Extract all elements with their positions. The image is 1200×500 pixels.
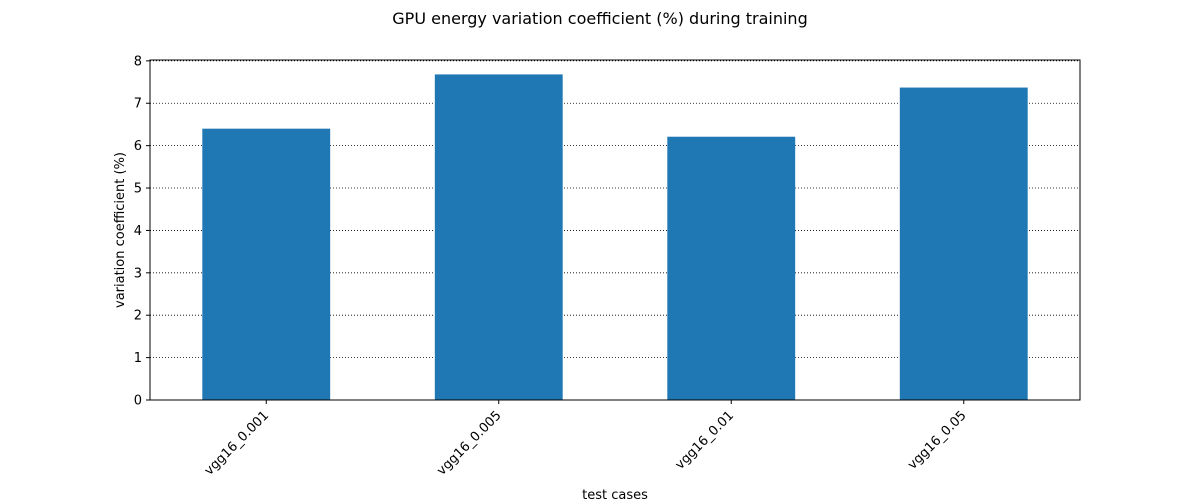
y-tick-label: 0 xyxy=(134,394,142,409)
bar-vgg16_0.01 xyxy=(667,136,796,401)
y-tick-label: 3 xyxy=(134,266,142,281)
plot-frame xyxy=(149,59,1081,401)
y-axis-ticks: 0 1 2 3 4 5 6 7 8 xyxy=(134,54,150,409)
x-tick-label: vgg16_0.001 xyxy=(202,408,272,478)
y-tick-label: 1 xyxy=(134,351,142,366)
x-tick-label: vgg16_0.05 xyxy=(905,408,969,472)
y-tick-label: 8 xyxy=(134,54,142,69)
y-tick-label: 4 xyxy=(134,224,142,239)
x-axis-ticks: vgg16_0.001 vgg16_0.005 vgg16_0.01 vgg16_0.… xyxy=(202,400,970,479)
x-tick-label: vgg16_0.005 xyxy=(434,408,504,478)
y-tick-label: 5 xyxy=(134,182,142,197)
x-axis-label: test cases xyxy=(582,488,648,500)
y-tick-label: 2 xyxy=(134,309,142,324)
y-tick-label: 6 xyxy=(134,139,142,154)
y-axis-label: variation coefficient (%) xyxy=(113,152,128,308)
x-tick-label: vgg16_0.01 xyxy=(673,408,737,472)
bar-vgg16_0.05 xyxy=(899,87,1028,401)
chart-title: GPU energy variation coefficient (%) dur… xyxy=(392,9,807,28)
bar-vgg16_0.005 xyxy=(434,74,563,400)
bar-vgg16_0.001 xyxy=(202,128,331,401)
y-tick-label: 7 xyxy=(134,97,142,112)
bars xyxy=(202,74,1028,401)
